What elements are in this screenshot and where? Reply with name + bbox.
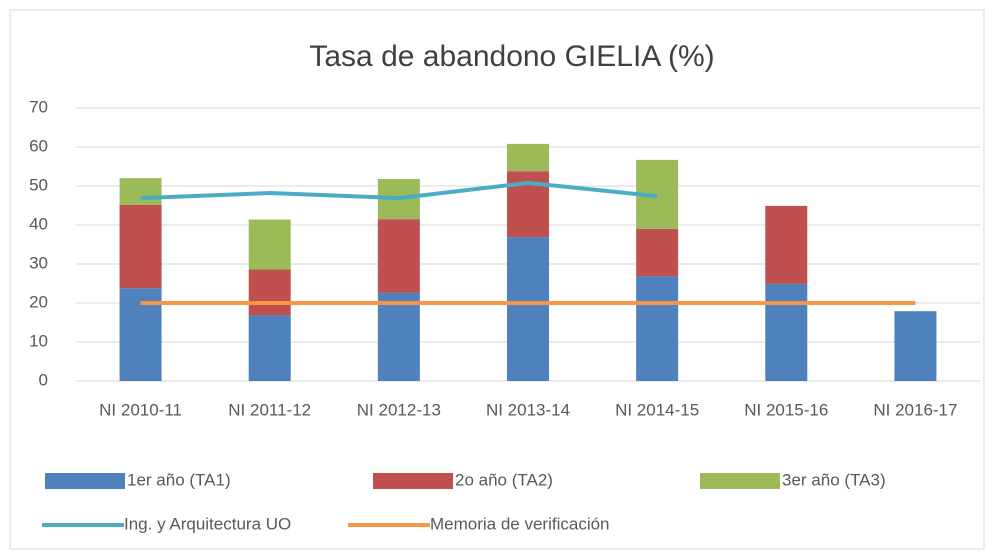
y-tick-label: 0 <box>39 370 48 389</box>
bar-segment <box>507 237 549 381</box>
legend-label: 1er año (TA1) <box>127 470 231 489</box>
bar-segment <box>248 269 291 316</box>
x-tick-label: NI 2013-14 <box>486 400 570 419</box>
y-tick-label: 30 <box>29 253 48 272</box>
x-tick-label: NI 2015-16 <box>744 400 828 419</box>
y-tick-label: 70 <box>29 97 48 116</box>
legend-label: 3er año (TA3) <box>782 470 886 489</box>
legend-label: 2o año (TA2) <box>455 470 553 489</box>
bar-segment <box>377 219 420 293</box>
bar-segment <box>119 204 162 289</box>
y-tick-label: 40 <box>29 214 48 233</box>
legend-swatch <box>373 473 453 489</box>
bar-segment <box>119 178 162 205</box>
legend-swatch <box>45 473 125 489</box>
x-tick-label: NI 2016-17 <box>873 400 957 419</box>
bar-segment <box>248 315 291 381</box>
bar-segment <box>636 276 679 381</box>
bar-segment <box>894 311 937 381</box>
legend-label: Ing. y Arquitectura UO <box>124 514 291 533</box>
y-tick-label: 10 <box>29 331 48 350</box>
x-tick-label: NI 2014-15 <box>615 400 699 419</box>
y-tick-label: 60 <box>29 136 48 155</box>
legend-label: Memoria de verificación <box>430 514 610 533</box>
y-tick-label: 20 <box>29 292 48 311</box>
y-tick-label: 50 <box>29 175 48 194</box>
legend-swatch <box>700 473 780 489</box>
x-tick-label: NI 2012-13 <box>357 400 441 419</box>
bar-segment <box>507 143 549 172</box>
line-series <box>140 180 658 201</box>
bar-segment <box>765 205 808 284</box>
bar-segment <box>765 283 808 381</box>
x-tick-label: NI 2010-11 <box>99 400 182 419</box>
bar-segment <box>377 292 420 381</box>
chart-border <box>9 9 985 550</box>
bar-segment <box>636 228 679 277</box>
bar-segment <box>248 219 291 270</box>
x-tick-label: NI 2011-12 <box>228 400 311 419</box>
chart-title: Tasa de abandono GIELIA (%) <box>309 40 714 73</box>
